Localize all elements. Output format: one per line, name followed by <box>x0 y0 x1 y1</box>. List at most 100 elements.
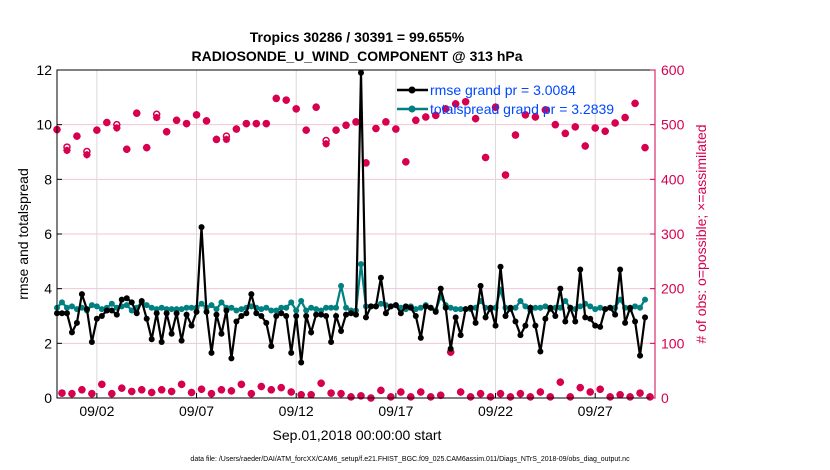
obs-assimilated-cross <box>158 386 166 394</box>
obs-assimilated-cross <box>546 393 554 401</box>
obs-assimilated-cross <box>272 94 280 102</box>
rmse-point <box>238 313 245 319</box>
y-tick-label-right: 100 <box>661 335 685 351</box>
obs-assimilated-cross <box>561 129 569 137</box>
rmse-point <box>482 314 489 321</box>
obs-assimilated-cross <box>222 135 230 143</box>
totalspread-point <box>208 302 215 309</box>
obs-assimilated-cross <box>203 117 210 125</box>
obs-assimilated-cross <box>452 100 460 108</box>
rmse-point <box>203 308 210 315</box>
rmse-point <box>462 306 469 313</box>
obs-assimilated-cross <box>282 96 290 104</box>
rmse-point <box>168 330 175 337</box>
obs-assimilated-cross <box>467 393 475 401</box>
obs-assimilated-cross <box>372 124 380 132</box>
rmse-point <box>412 313 419 319</box>
obs-assimilated-cross <box>556 378 564 386</box>
y-tick-label-left: 0 <box>44 390 52 406</box>
ticks: 0 2 4 6 8 10 12 0 100 200 300 400 500 600 09/02 09/07 09… <box>36 62 684 419</box>
totalspread-point <box>228 304 235 311</box>
obs-assimilated-cross <box>497 390 505 398</box>
rmse-point <box>537 348 544 355</box>
totalspread-point <box>163 306 170 313</box>
y-tick-label-right: 300 <box>661 226 685 242</box>
rmse-point <box>392 302 399 309</box>
rmse-point <box>417 334 424 341</box>
rmse-point <box>502 313 509 319</box>
rmse-point <box>88 338 95 345</box>
totalspread-point <box>213 306 220 313</box>
rmse-point <box>397 310 404 317</box>
rmse-point <box>268 343 275 350</box>
rmse-point <box>183 311 190 318</box>
rmse-point <box>447 345 454 352</box>
totalspread-point <box>313 306 320 313</box>
rmse-point <box>477 282 484 289</box>
totalspread-point <box>637 304 644 311</box>
obs-assimilated-cross <box>128 387 136 395</box>
legend-spread-label: totalspread grand pr = 3.2839 <box>430 101 614 117</box>
obs-assimilated-cross <box>571 123 579 131</box>
obs-assimilated-cross <box>397 388 405 396</box>
obs-assimilated-cross <box>252 120 260 128</box>
totalspread-point <box>447 304 454 311</box>
obs-assimilated-cross <box>93 126 101 134</box>
totalspread-point <box>357 261 364 268</box>
obs-assimilated-cross <box>487 393 495 401</box>
rmse-point <box>567 304 574 311</box>
legend-spread-marker <box>408 105 416 113</box>
obs-assimilated-cross <box>541 106 549 114</box>
y-tick-label-right: 600 <box>661 62 685 78</box>
y-tick-label-left: 6 <box>44 226 52 242</box>
totalspread-point <box>338 282 345 289</box>
rmse-point <box>497 263 504 270</box>
totalspread-point <box>597 304 604 311</box>
rmse-point <box>637 352 644 359</box>
rmse-point <box>602 306 609 313</box>
obs-assimilated-cross <box>382 118 390 126</box>
obs-assimilated-cross <box>641 144 649 152</box>
obs-assimilated-cross <box>247 390 255 398</box>
totalspread-point <box>512 304 519 311</box>
obs-assimilated-cross <box>183 120 191 128</box>
rmse-point <box>353 311 359 318</box>
rmse-point <box>318 311 325 318</box>
totalspread-point <box>263 304 270 311</box>
footer-data-file: data file: /Users/raeder/DAI/ATM_forcXX/… <box>190 456 630 463</box>
rmse-point <box>607 304 614 311</box>
rmse-point <box>427 304 434 311</box>
obs-assimilated-cross <box>297 391 305 399</box>
rmse-point <box>348 310 355 317</box>
rmse-point <box>642 314 649 321</box>
totalspread-point <box>218 299 225 306</box>
totalspread-point <box>128 307 135 314</box>
obs-assimilated-cross <box>596 385 604 393</box>
y-tick-label-left: 8 <box>44 171 52 187</box>
rmse-point <box>243 310 250 317</box>
y-tick-label-left: 12 <box>36 62 52 78</box>
obs-assimilated-cross <box>327 389 335 397</box>
totalspread-point <box>617 296 624 303</box>
rmse-point <box>178 337 185 344</box>
obs-assimilated-cross <box>148 389 156 397</box>
rmse-point <box>323 313 330 319</box>
obs-assimilated-cross <box>337 390 345 398</box>
obs-assimilated-cross <box>138 386 146 394</box>
legend: rmse grand pr = 3.0084 totalspread grand… <box>397 82 614 117</box>
rmse-point <box>138 297 145 304</box>
x-tick-label: 09/17 <box>378 403 413 419</box>
obs-assimilated-cross <box>352 118 360 126</box>
y-axis-label-left: rmse and totalspread <box>15 168 31 300</box>
obs-assimilated-cross <box>472 115 480 123</box>
rmse-point <box>402 303 409 310</box>
totalspread-point <box>153 306 160 313</box>
rmse-point <box>407 304 414 311</box>
totalspread-point <box>452 306 459 313</box>
x-tick-label: 09/07 <box>179 403 214 419</box>
obs-assimilated-cross <box>227 387 235 395</box>
rmse-point <box>517 332 524 339</box>
obs-assimilated-cross <box>631 99 639 107</box>
totalspread-point <box>283 304 290 311</box>
totalspread-point <box>377 300 384 307</box>
